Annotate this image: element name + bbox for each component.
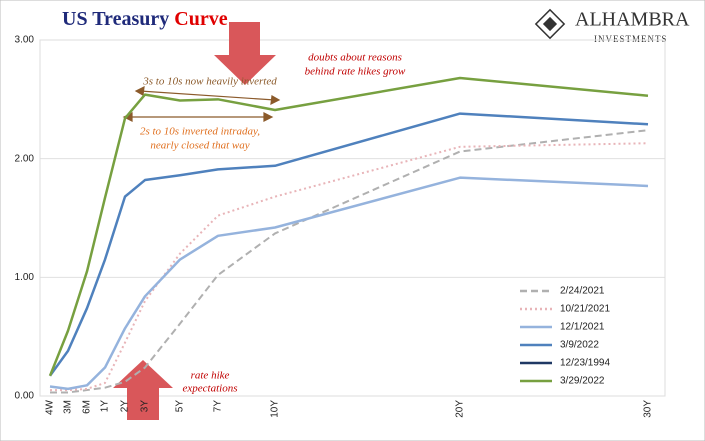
- series-line: [50, 142, 649, 392]
- legend-label: 12/23/1994: [560, 358, 610, 369]
- x-tick-label: 3M: [63, 400, 74, 414]
- x-tick-label: 7Y: [213, 400, 224, 413]
- title-highlight: Curve: [174, 8, 227, 30]
- series-line: [49, 176, 649, 391]
- annotation: 2s to 10s inverted intraday,: [140, 126, 260, 138]
- title-main: US Treasury: [62, 8, 169, 30]
- annotation: behind rate hikes grow: [305, 66, 406, 78]
- chart-title: US Treasury Curve: [62, 8, 228, 30]
- bracket-arrows: [122, 85, 281, 122]
- annotation: 3s to 10s now heavily inverted: [142, 76, 277, 88]
- x-tick-label: 6M: [82, 400, 93, 414]
- annotation: nearly closed that way: [150, 140, 249, 152]
- logo-name: ALHAMBRA: [575, 9, 690, 31]
- x-tick-label: 4W: [45, 399, 56, 415]
- x-tick-label: 10Y: [270, 400, 281, 418]
- x-tick-label: 3Y: [140, 400, 151, 413]
- y-tick-label: 3.00: [15, 35, 35, 46]
- legend-label: 12/1/2021: [560, 322, 605, 333]
- y-tick-label: 1.00: [15, 272, 35, 283]
- x-tick-label: 20Y: [455, 400, 466, 418]
- legend-label: 10/21/2021: [560, 304, 610, 315]
- legend-label: 3/29/2022: [560, 376, 605, 387]
- y-tick-label: 0.00: [15, 391, 35, 402]
- series-line: [48, 112, 649, 377]
- annotation: expectations: [183, 383, 238, 395]
- logo-sub: INVESTMENTS: [594, 34, 668, 44]
- annotation: doubts about reasons: [308, 52, 402, 64]
- logo: ALHAMBRA INVESTMENTS: [534, 9, 690, 44]
- x-tick-label: 30Y: [643, 400, 654, 418]
- plot-frame: [39, 39, 666, 397]
- arrow-down: [214, 22, 276, 85]
- y-tick-label: 2.00: [15, 153, 35, 164]
- series-line: [50, 129, 649, 394]
- legend-label: 2/24/2021: [560, 286, 605, 297]
- series-line: [48, 76, 649, 377]
- x-tick-label: 1Y: [100, 400, 111, 413]
- annotation: rate hike: [191, 370, 230, 382]
- arrow-up: [113, 360, 173, 420]
- x-tick-label: 2Y: [120, 400, 131, 413]
- x-tick-label: 5Y: [175, 400, 186, 413]
- legend-label: 3/9/2022: [560, 340, 599, 351]
